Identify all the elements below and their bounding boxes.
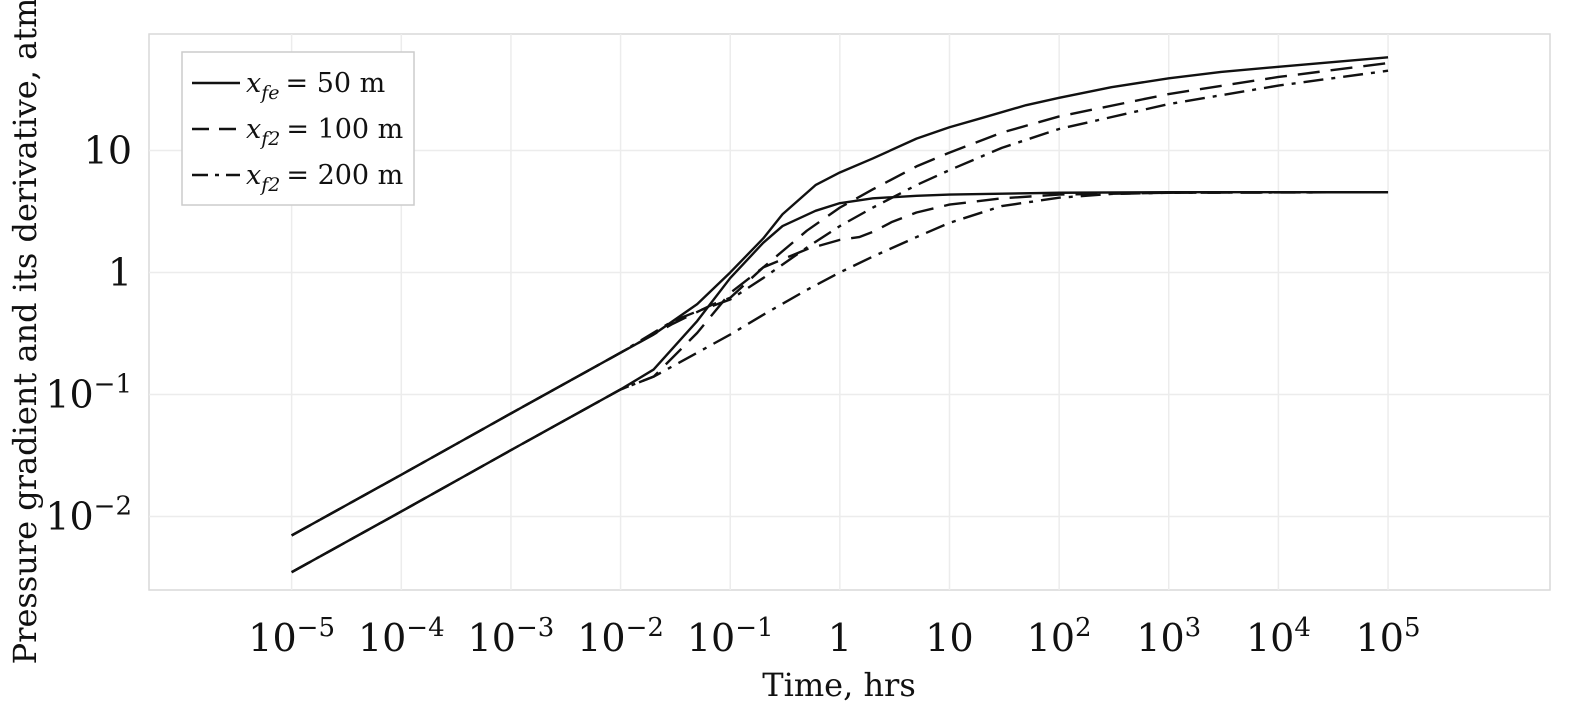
x-tick-label: 104 bbox=[1246, 613, 1311, 660]
x-tick-label: 10−5 bbox=[248, 613, 335, 660]
x-tick-label: 10 bbox=[925, 616, 973, 660]
y-axis-title: Pressure gradient and its derivative, at… bbox=[6, 0, 44, 664]
legend-label-3: xf2 = 200 m bbox=[246, 160, 403, 196]
y-tick-label: 10−1 bbox=[45, 370, 132, 417]
x-tick-label: 10−3 bbox=[468, 613, 555, 660]
series-3-derivative-line bbox=[291, 190, 1389, 574]
x-tick-label: 1 bbox=[828, 616, 852, 660]
y-tick-label: 10−2 bbox=[45, 492, 132, 539]
series-layer bbox=[291, 56, 1389, 574]
y-tick-label: 1 bbox=[108, 250, 132, 294]
x-tick-label: 103 bbox=[1136, 613, 1201, 660]
legend: xfe = 50 m xf2 = 100 m xf2 = 200 m bbox=[181, 51, 415, 206]
y-tick-labels: 10−2 10−1 1 10 bbox=[45, 128, 132, 538]
x-tick-labels: 10−5 10−4 10−3 10−2 10−1 1 10 102 103 104 105 bbox=[248, 613, 1420, 660]
legend-label-2: xf2 = 100 m bbox=[246, 114, 403, 150]
x-tick-label: 10−4 bbox=[358, 613, 445, 660]
x-tick-label: 10−2 bbox=[577, 613, 664, 660]
x-axis-title: Time, hrs bbox=[762, 666, 916, 704]
y-tick-label: 10 bbox=[84, 128, 132, 172]
x-tick-label: 102 bbox=[1027, 613, 1092, 660]
series-1-pressure-line bbox=[291, 56, 1389, 537]
series-2-pressure-line bbox=[291, 61, 1389, 537]
series-3-pressure-line bbox=[291, 69, 1389, 537]
x-tick-label: 10−1 bbox=[687, 613, 774, 660]
legend-label-1: xfe = 50 m bbox=[246, 68, 385, 104]
grid bbox=[149, 34, 1550, 590]
x-tick-label: 105 bbox=[1356, 613, 1421, 660]
